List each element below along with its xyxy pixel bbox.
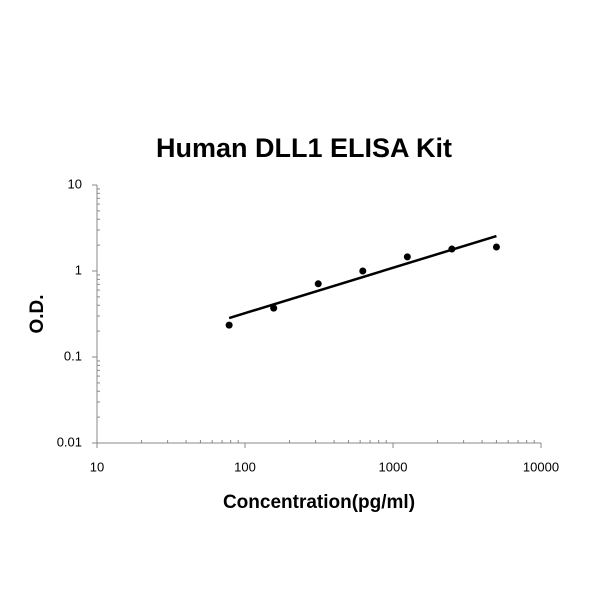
x-tick-label: 10 [90, 459, 104, 474]
x-tick-label: 1000 [379, 459, 408, 474]
y-axis-label: O.D. [27, 294, 48, 333]
x-tick-label: 10000 [523, 459, 559, 474]
data-point [492, 243, 500, 251]
data-point [270, 304, 278, 312]
y-tick-label: 1 [75, 262, 82, 277]
data-point [403, 253, 411, 261]
x-axis-label: Concentration(pg/ml) [223, 492, 415, 513]
y-tick-label: 0.1 [64, 348, 82, 363]
chart-title: Human DLL1 ELISA Kit [156, 133, 452, 163]
data-point [314, 280, 322, 288]
y-tick-label: 10 [68, 176, 82, 191]
data-point [359, 267, 367, 275]
data-point [448, 245, 456, 253]
y-tick-label: 0.01 [57, 434, 82, 449]
x-tick-label: 100 [234, 459, 256, 474]
data-point [225, 321, 233, 329]
